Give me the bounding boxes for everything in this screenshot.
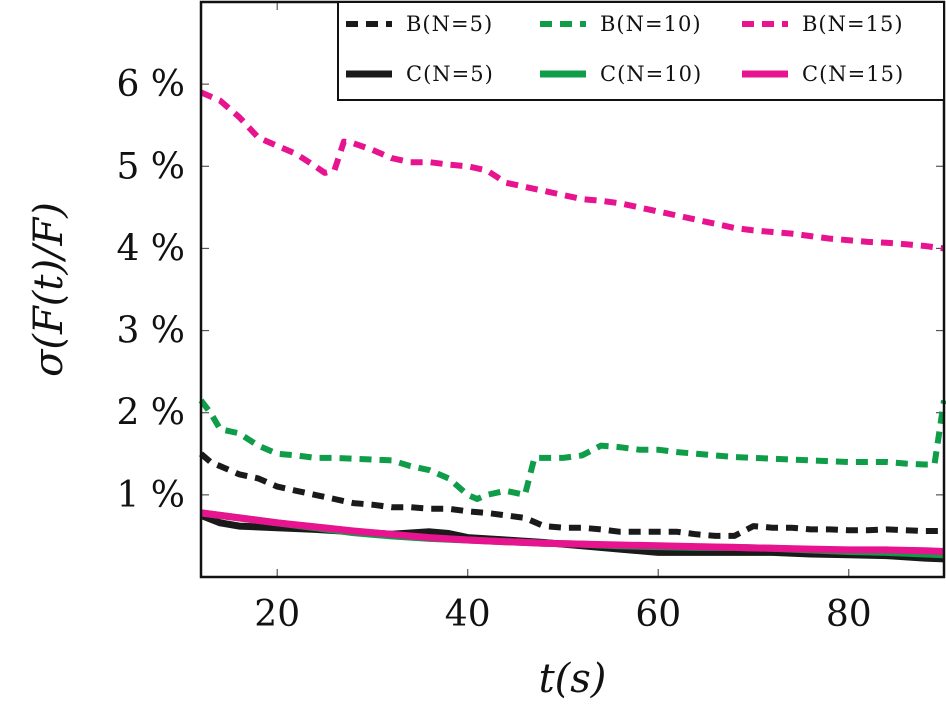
y-tick-label: 5 %: [116, 146, 185, 187]
y-tick-label: 4 %: [116, 228, 185, 269]
legend-label: C(N=5): [406, 62, 494, 86]
y-tick-label: 3 %: [116, 311, 185, 352]
legend-label: C(N=15): [802, 62, 904, 86]
legend-label: B(N=10): [600, 12, 702, 36]
legend: B(N=5) B(N=10) B(N=15) C(N=5) C(N=10) C(N=15): [337, 1, 945, 101]
series-line-b-n-15: [199, 89, 945, 252]
x-tick-label: 80: [826, 594, 872, 635]
y-axis-title: σ(F(t)/F): [26, 202, 72, 377]
legend-label: B(N=5): [406, 12, 493, 36]
plot-series: [198, 89, 946, 563]
tick-labels: 20 40 60 80 1 % 2 % 3 % 4 % 5 % 6 %: [116, 64, 871, 635]
legend-label: B(N=15): [802, 12, 904, 36]
legend-box: [337, 1, 945, 101]
y-tick-label: 1 %: [116, 475, 185, 516]
y-tick-label: 2 %: [116, 393, 185, 434]
legend-label: C(N=10): [600, 62, 702, 86]
series-line-b-n-5: [199, 451, 944, 539]
series-line-b-n-10: [198, 398, 946, 502]
x-axis-title: t(s): [539, 656, 607, 702]
series-line-c-n-15: [200, 509, 945, 555]
x-tick-label: 60: [635, 594, 681, 635]
x-tick-label: 40: [445, 594, 491, 635]
x-tick-label: 20: [254, 594, 300, 635]
y-tick-label: 6 %: [116, 64, 185, 105]
